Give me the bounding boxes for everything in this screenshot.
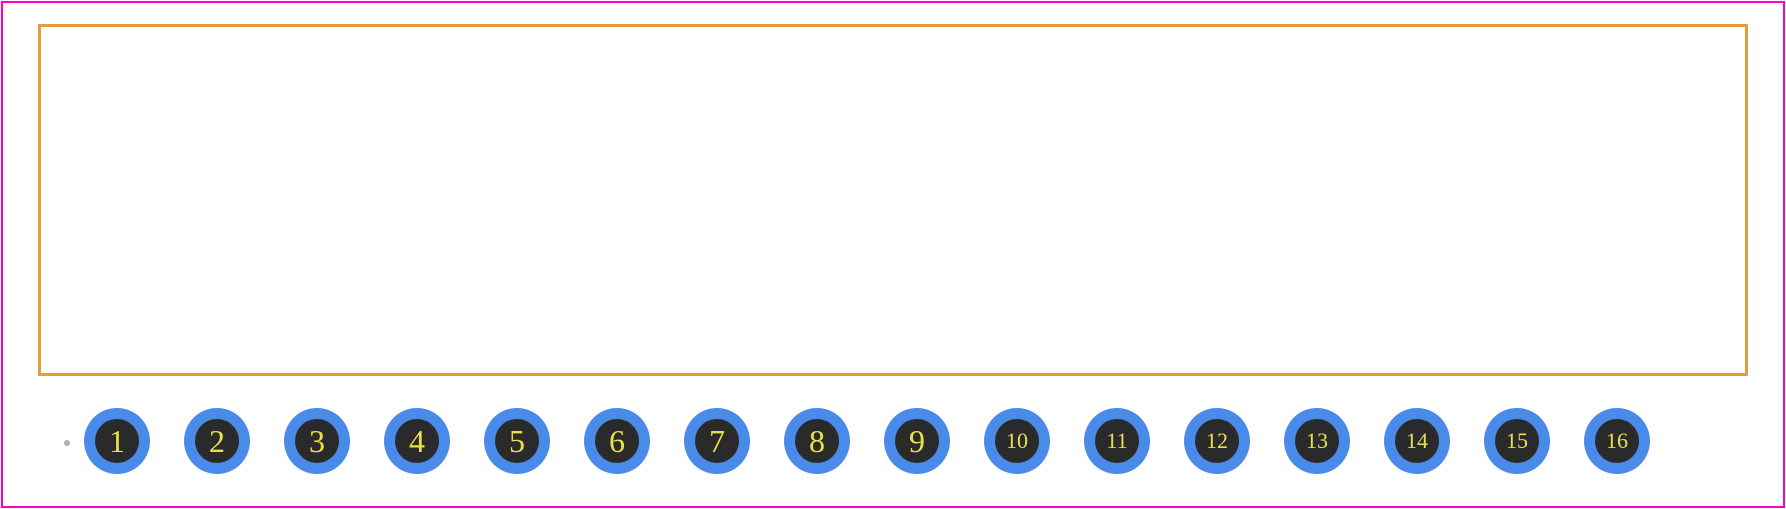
- pin-label: 8: [809, 425, 825, 457]
- pin-label: 10: [1006, 430, 1028, 452]
- pin-label: 3: [309, 425, 325, 457]
- pin-10: 10: [984, 408, 1050, 474]
- pin1-marker-dot: [64, 440, 70, 446]
- pin-12: 12: [1184, 408, 1250, 474]
- pin-13: 13: [1284, 408, 1350, 474]
- pin-hole: 8: [795, 419, 839, 463]
- pin-hole: 10: [995, 419, 1039, 463]
- pin-2: 2: [184, 408, 250, 474]
- pin-6: 6: [584, 408, 650, 474]
- pin-11: 11: [1084, 408, 1150, 474]
- pin-hole: 4: [395, 419, 439, 463]
- pin-label: 14: [1406, 430, 1428, 452]
- pin-9: 9: [884, 408, 950, 474]
- pin-label: 7: [709, 425, 725, 457]
- pin-15: 15: [1484, 408, 1550, 474]
- pin-hole: 9: [895, 419, 939, 463]
- pin-hole: 5: [495, 419, 539, 463]
- pin-hole: 12: [1195, 419, 1239, 463]
- pin-label: 9: [909, 425, 925, 457]
- pin-hole: 3: [295, 419, 339, 463]
- pin-hole: 7: [695, 419, 739, 463]
- pin-4: 4: [384, 408, 450, 474]
- pin-14: 14: [1384, 408, 1450, 474]
- component-body-outline: [38, 24, 1748, 376]
- pin-label: 15: [1506, 430, 1528, 452]
- pin-label: 2: [209, 425, 225, 457]
- pin-hole: 16: [1595, 419, 1639, 463]
- pin-hole: 11: [1095, 419, 1139, 463]
- pin-hole: 15: [1495, 419, 1539, 463]
- pin-hole: 1: [95, 419, 139, 463]
- pin-16: 16: [1584, 408, 1650, 474]
- pin-hole: 6: [595, 419, 639, 463]
- pin-label: 11: [1106, 430, 1127, 452]
- pin-5: 5: [484, 408, 550, 474]
- pin-hole: 14: [1395, 419, 1439, 463]
- pin-label: 6: [609, 425, 625, 457]
- pin-hole: 2: [195, 419, 239, 463]
- pin-1: 1: [84, 408, 150, 474]
- pin-hole: 13: [1295, 419, 1339, 463]
- pin-label: 1: [109, 425, 125, 457]
- pin-label: 12: [1206, 430, 1228, 452]
- pin-3: 3: [284, 408, 350, 474]
- pin-label: 4: [409, 425, 425, 457]
- pin-8: 8: [784, 408, 850, 474]
- pin-label: 16: [1606, 430, 1628, 452]
- pin-label: 13: [1306, 430, 1328, 452]
- pin-7: 7: [684, 408, 750, 474]
- pin-label: 5: [509, 425, 525, 457]
